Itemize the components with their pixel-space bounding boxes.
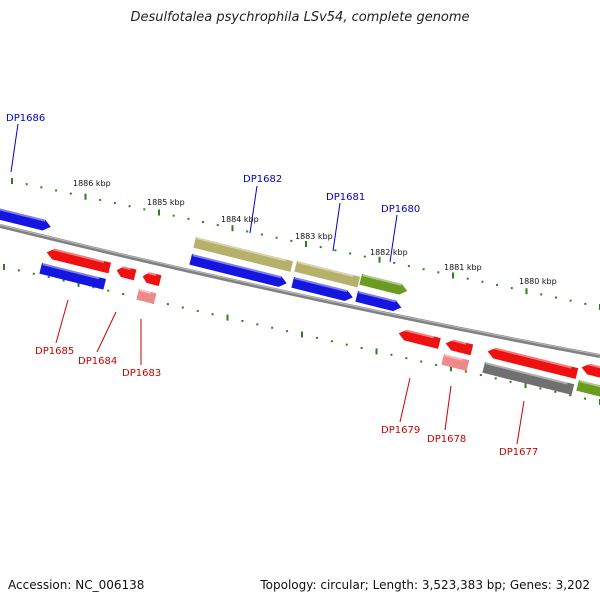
gene-label-dp1686[interactable]: DP1686 bbox=[6, 113, 45, 124]
genome-summary-text: Topology: circular; Length: 3,523,383 bp… bbox=[260, 578, 590, 592]
gene-label-dp1680[interactable]: DP1680 bbox=[381, 204, 420, 215]
gene-label-dp1679[interactable]: DP1679 bbox=[381, 425, 420, 436]
leader-line bbox=[332, 202, 341, 252]
leader-line bbox=[96, 311, 117, 353]
kbp-label: 1884 kbp bbox=[221, 215, 259, 224]
leader-line bbox=[249, 185, 258, 234]
feature-red[interactable] bbox=[444, 338, 474, 356]
genome-backbone bbox=[0, 224, 600, 358]
label-leaders bbox=[10, 123, 525, 445]
kbp-label: 1886 kbp bbox=[73, 179, 111, 188]
kbp-label: 1882 kbp bbox=[370, 248, 408, 257]
gene-label-dp1683[interactable]: DP1683 bbox=[122, 368, 161, 379]
feature-khaki[interactable] bbox=[193, 237, 294, 272]
feature-pink-dp1678[interactable] bbox=[441, 354, 470, 371]
feature-olive[interactable] bbox=[359, 274, 408, 296]
kbp-label: 1885 kbp bbox=[147, 198, 185, 207]
gene-labels: DP1686 DP1682 DP1681 DP1680 DP1685 DP168… bbox=[6, 113, 538, 458]
map-title: Desulfotalea psychrophila LSv54, complet… bbox=[130, 10, 470, 25]
feature-khaki[interactable] bbox=[294, 261, 361, 288]
feature-red[interactable] bbox=[115, 265, 137, 281]
feature-pink-dp1683[interactable] bbox=[136, 289, 157, 305]
leader-line bbox=[389, 214, 398, 263]
feature-red[interactable] bbox=[141, 271, 162, 287]
gene-features bbox=[0, 206, 600, 398]
leader-line bbox=[399, 377, 411, 423]
feature-red-dp1679[interactable] bbox=[397, 328, 441, 349]
gene-label-dp1685[interactable]: DP1685 bbox=[35, 346, 74, 357]
feature-blue-dp1681[interactable] bbox=[291, 277, 354, 303]
feature-blue[interactable] bbox=[0, 206, 52, 232]
feature-red[interactable] bbox=[486, 346, 579, 379]
gene-label-dp1684[interactable]: DP1684 bbox=[78, 356, 117, 367]
feature-red[interactable] bbox=[580, 362, 600, 380]
gene-label-dp1681[interactable]: DP1681 bbox=[326, 192, 365, 203]
gene-label-dp1678[interactable]: DP1678 bbox=[427, 434, 466, 445]
kbp-label: 1883 kbp bbox=[295, 232, 333, 241]
leader-line bbox=[516, 400, 525, 445]
feature-olive[interactable] bbox=[576, 380, 600, 398]
gene-label-dp1682[interactable]: DP1682 bbox=[243, 174, 282, 185]
leader-line bbox=[10, 123, 19, 173]
feature-blue-dp1682[interactable] bbox=[189, 254, 288, 289]
feature-gray-dp1677[interactable] bbox=[482, 362, 575, 395]
genome-backbone-highlight bbox=[0, 224, 600, 356]
feature-blue-dp1680[interactable] bbox=[355, 291, 402, 313]
accession-text: Accession: NC_006138 bbox=[8, 578, 145, 592]
feature-red[interactable] bbox=[45, 247, 112, 274]
leader-line bbox=[444, 385, 452, 431]
feature-blue[interactable] bbox=[39, 263, 107, 290]
gene-label-dp1677[interactable]: DP1677 bbox=[499, 447, 538, 458]
kbp-label: 1881 kbp bbox=[444, 263, 482, 272]
kbp-label: 1880 kbp bbox=[519, 277, 557, 286]
leader-line bbox=[55, 299, 69, 344]
kbp-labels: 1886 kbp 1885 kbp 1884 kbp 1883 kbp 1882… bbox=[73, 179, 557, 286]
